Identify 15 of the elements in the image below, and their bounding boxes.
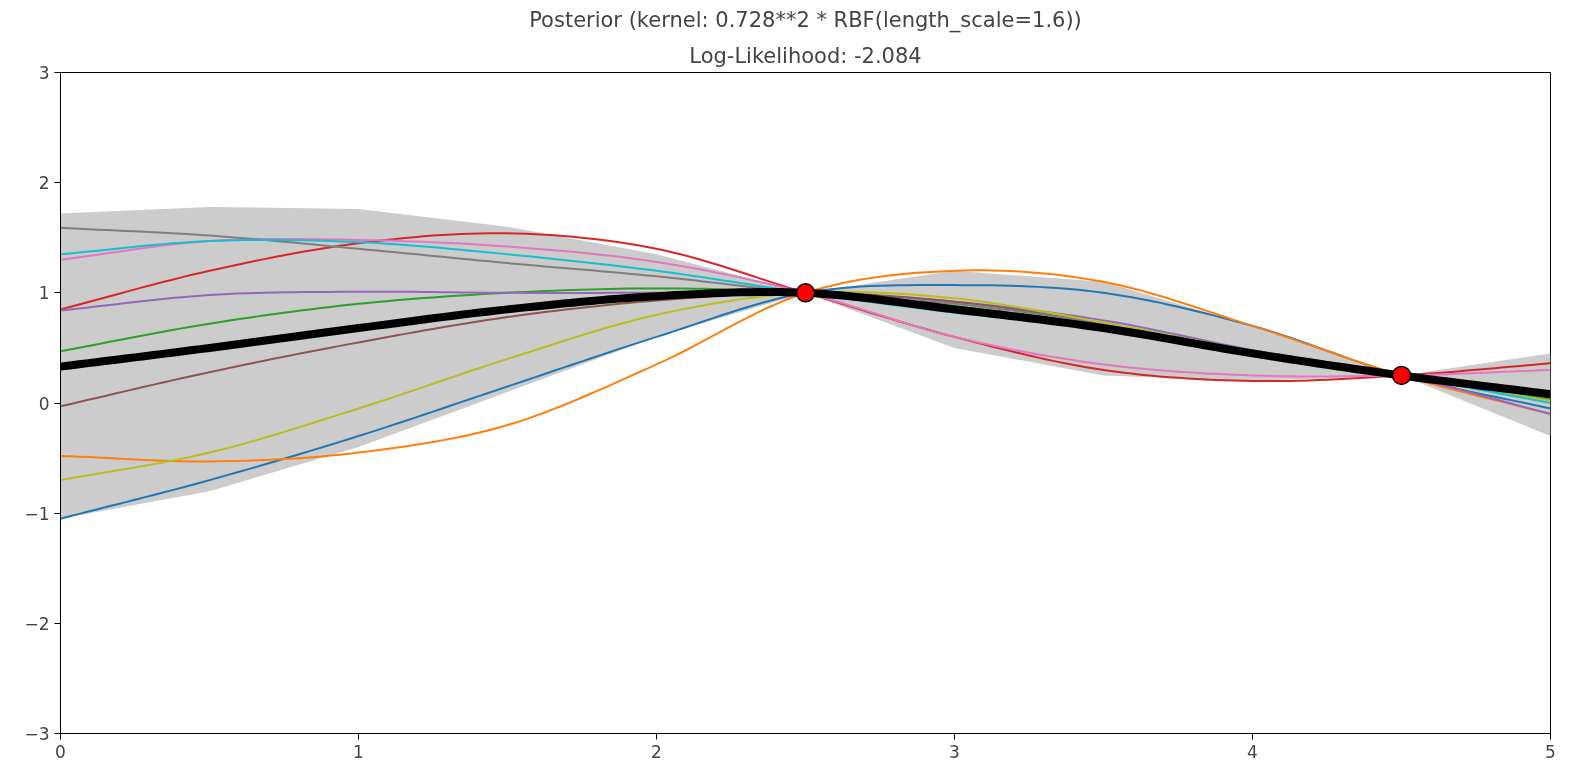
y-tick-label: −1 [24, 503, 50, 524]
x-tick-label: 2 [651, 741, 662, 762]
chart-title: Posterior (kernel: 0.728**2 * RBF(length_scale=1.6)) [529, 7, 1082, 33]
x-tick-label: 5 [1545, 741, 1556, 762]
y-tick-label: −2 [24, 613, 50, 634]
y-tick-label: 1 [38, 283, 50, 304]
y-tick-label: 3 [38, 63, 50, 83]
x-tick-label: 4 [1247, 741, 1258, 762]
x-tick-label: 3 [949, 741, 960, 762]
x-tick-label: 0 [55, 741, 66, 762]
x-tick-label: 1 [353, 741, 364, 762]
y-tick-label: 2 [38, 173, 50, 194]
y-tick-label: −3 [24, 724, 50, 744]
y-tick-label: 0 [38, 393, 50, 414]
chart-subtitle: Log-Likelihood: -2.084 [689, 43, 922, 68]
